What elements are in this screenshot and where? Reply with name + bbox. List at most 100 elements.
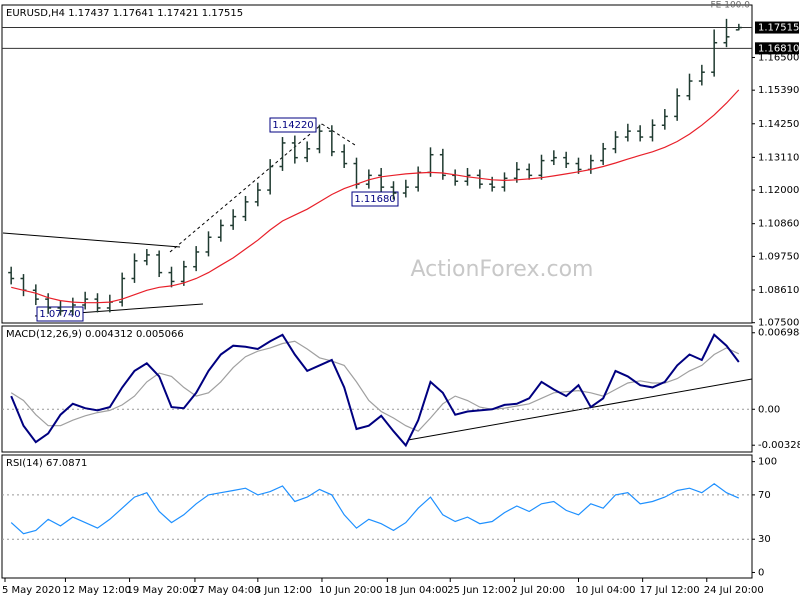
ohlc-bar [32, 284, 39, 306]
ohlc-bar [131, 253, 138, 283]
panel-title: EURUSD,H4 1.17437 1.17641 1.17421 1.1751… [6, 8, 243, 19]
series-line [10, 340, 740, 432]
y-tick-label: 0.00 [758, 404, 780, 415]
panel-frame [1, 325, 753, 453]
y-tick-label: 1.15390 [758, 85, 799, 96]
ohlc-bar [390, 181, 397, 200]
ohlc-bar [254, 182, 261, 207]
x-tick-label: 24 Jul 20:00 [704, 585, 764, 596]
ohlc-bar [341, 144, 348, 168]
ohlc-bar [230, 209, 237, 230]
ohlc-bar [328, 125, 335, 157]
y-tick-label: 1.09750 [758, 251, 799, 262]
projection-line [321, 123, 356, 146]
y-tick-label: 1.12000 [758, 185, 799, 196]
ohlc-bar [205, 231, 212, 257]
watermark: ActionForex.com [411, 257, 594, 282]
ohlc-bar [217, 219, 224, 242]
ohlc-bar [575, 157, 582, 174]
series-line [10, 483, 740, 535]
ohlc-bar [649, 119, 656, 142]
annotation: 1.11680 [354, 194, 395, 205]
ohlc-bar [563, 151, 570, 168]
fe-label: FE 100.0 [711, 1, 751, 11]
panel-title: MACD(12,26,9) 0.004312 0.005066 [6, 329, 184, 340]
x-tick-label: 5 May 2020 [2, 585, 61, 596]
ohlc-bar [8, 266, 15, 285]
ohlc-bar [242, 195, 249, 222]
x-tick-label: 12 May 12:00 [62, 585, 131, 596]
ohlc-bar [550, 150, 557, 166]
ohlc-bar [735, 23, 742, 31]
ohlc-bar [69, 297, 76, 316]
projection-line [169, 123, 323, 253]
ohlc-bar [180, 260, 187, 286]
ohlc-bar [45, 293, 52, 314]
ohlc-bar [20, 274, 27, 297]
ohlc-bar [526, 163, 533, 180]
y-tick-label: 1.16500 [758, 52, 799, 63]
ohlc-bar [711, 29, 718, 77]
x-tick-label: 19 May 20:00 [127, 585, 196, 596]
ohlc-bar [106, 294, 113, 313]
ohlc-bar [291, 135, 298, 164]
annotation-box [269, 117, 317, 133]
annotation-box [351, 191, 399, 207]
ohlc-bar [587, 154, 594, 174]
x-tick-label: 18 Jun 04:00 [384, 585, 448, 596]
y-tick-label: 100 [758, 457, 777, 468]
x-tick-label: 3 Jun 12:00 [255, 585, 312, 596]
ohlc-bar [661, 109, 668, 130]
ohlc-bar [279, 137, 286, 171]
ohlc-bar [267, 159, 274, 195]
panel-frame [1, 4, 753, 324]
y-tick-label: 1.13110 [758, 152, 799, 163]
macd-trendline [407, 378, 753, 441]
ohlc-bar [378, 167, 385, 192]
x-tick-label: 27 May 04:00 [192, 585, 261, 596]
ohlc-bar [304, 141, 311, 163]
ohlc-bar [612, 131, 619, 154]
x-tick-label: 25 Jun 12:00 [447, 585, 511, 596]
ohlc-bar [476, 169, 483, 189]
ohlc-bar [538, 154, 545, 180]
ohlc-bar [415, 166, 422, 192]
y-tick-label: 1.14250 [758, 119, 799, 130]
ohlc-bar [193, 246, 200, 272]
y-tick-label: 70 [758, 490, 771, 501]
y-tick-label: 0 [758, 567, 764, 578]
x-tick-label: 17 Jul 12:00 [640, 585, 700, 596]
panel-title: RSI(14) 67.0871 [6, 458, 87, 469]
ohlc-bar [119, 272, 126, 307]
series-line [11, 89, 740, 304]
ohlc-bar [439, 148, 446, 180]
price-label: 1.17515 [758, 23, 799, 34]
ohlc-bar [316, 124, 323, 154]
ohlc-bar [402, 179, 409, 198]
ohlc-bar [156, 250, 163, 278]
ohlc-bar [168, 266, 175, 288]
x-tick-label: 10 Jun 20:00 [319, 585, 383, 596]
ohlc-bar [723, 18, 730, 48]
ohlc-bar [365, 169, 372, 189]
y-tick-label: 1.07500 [758, 318, 799, 329]
trendlines [2, 123, 753, 441]
ohlc-bar [82, 291, 89, 310]
panel-frame [1, 454, 753, 579]
ohlc-bar [143, 249, 150, 266]
ohlc-bar [57, 300, 64, 316]
y-tick-label: -0.00328 [758, 440, 800, 451]
series-line [10, 333, 740, 448]
ohlc-bar [501, 172, 508, 192]
price-label-box [755, 21, 799, 34]
ohlc-bar [674, 88, 681, 121]
y-tick-label: 30 [758, 534, 771, 545]
price-label: 1.16810 [758, 43, 799, 54]
ohlc-bar [600, 142, 607, 166]
annotation: 1.14220 [272, 120, 313, 131]
y-tick-label: 0.006984 [758, 328, 800, 339]
ohlc-bar [624, 123, 631, 142]
ohlc-bar [637, 125, 644, 142]
